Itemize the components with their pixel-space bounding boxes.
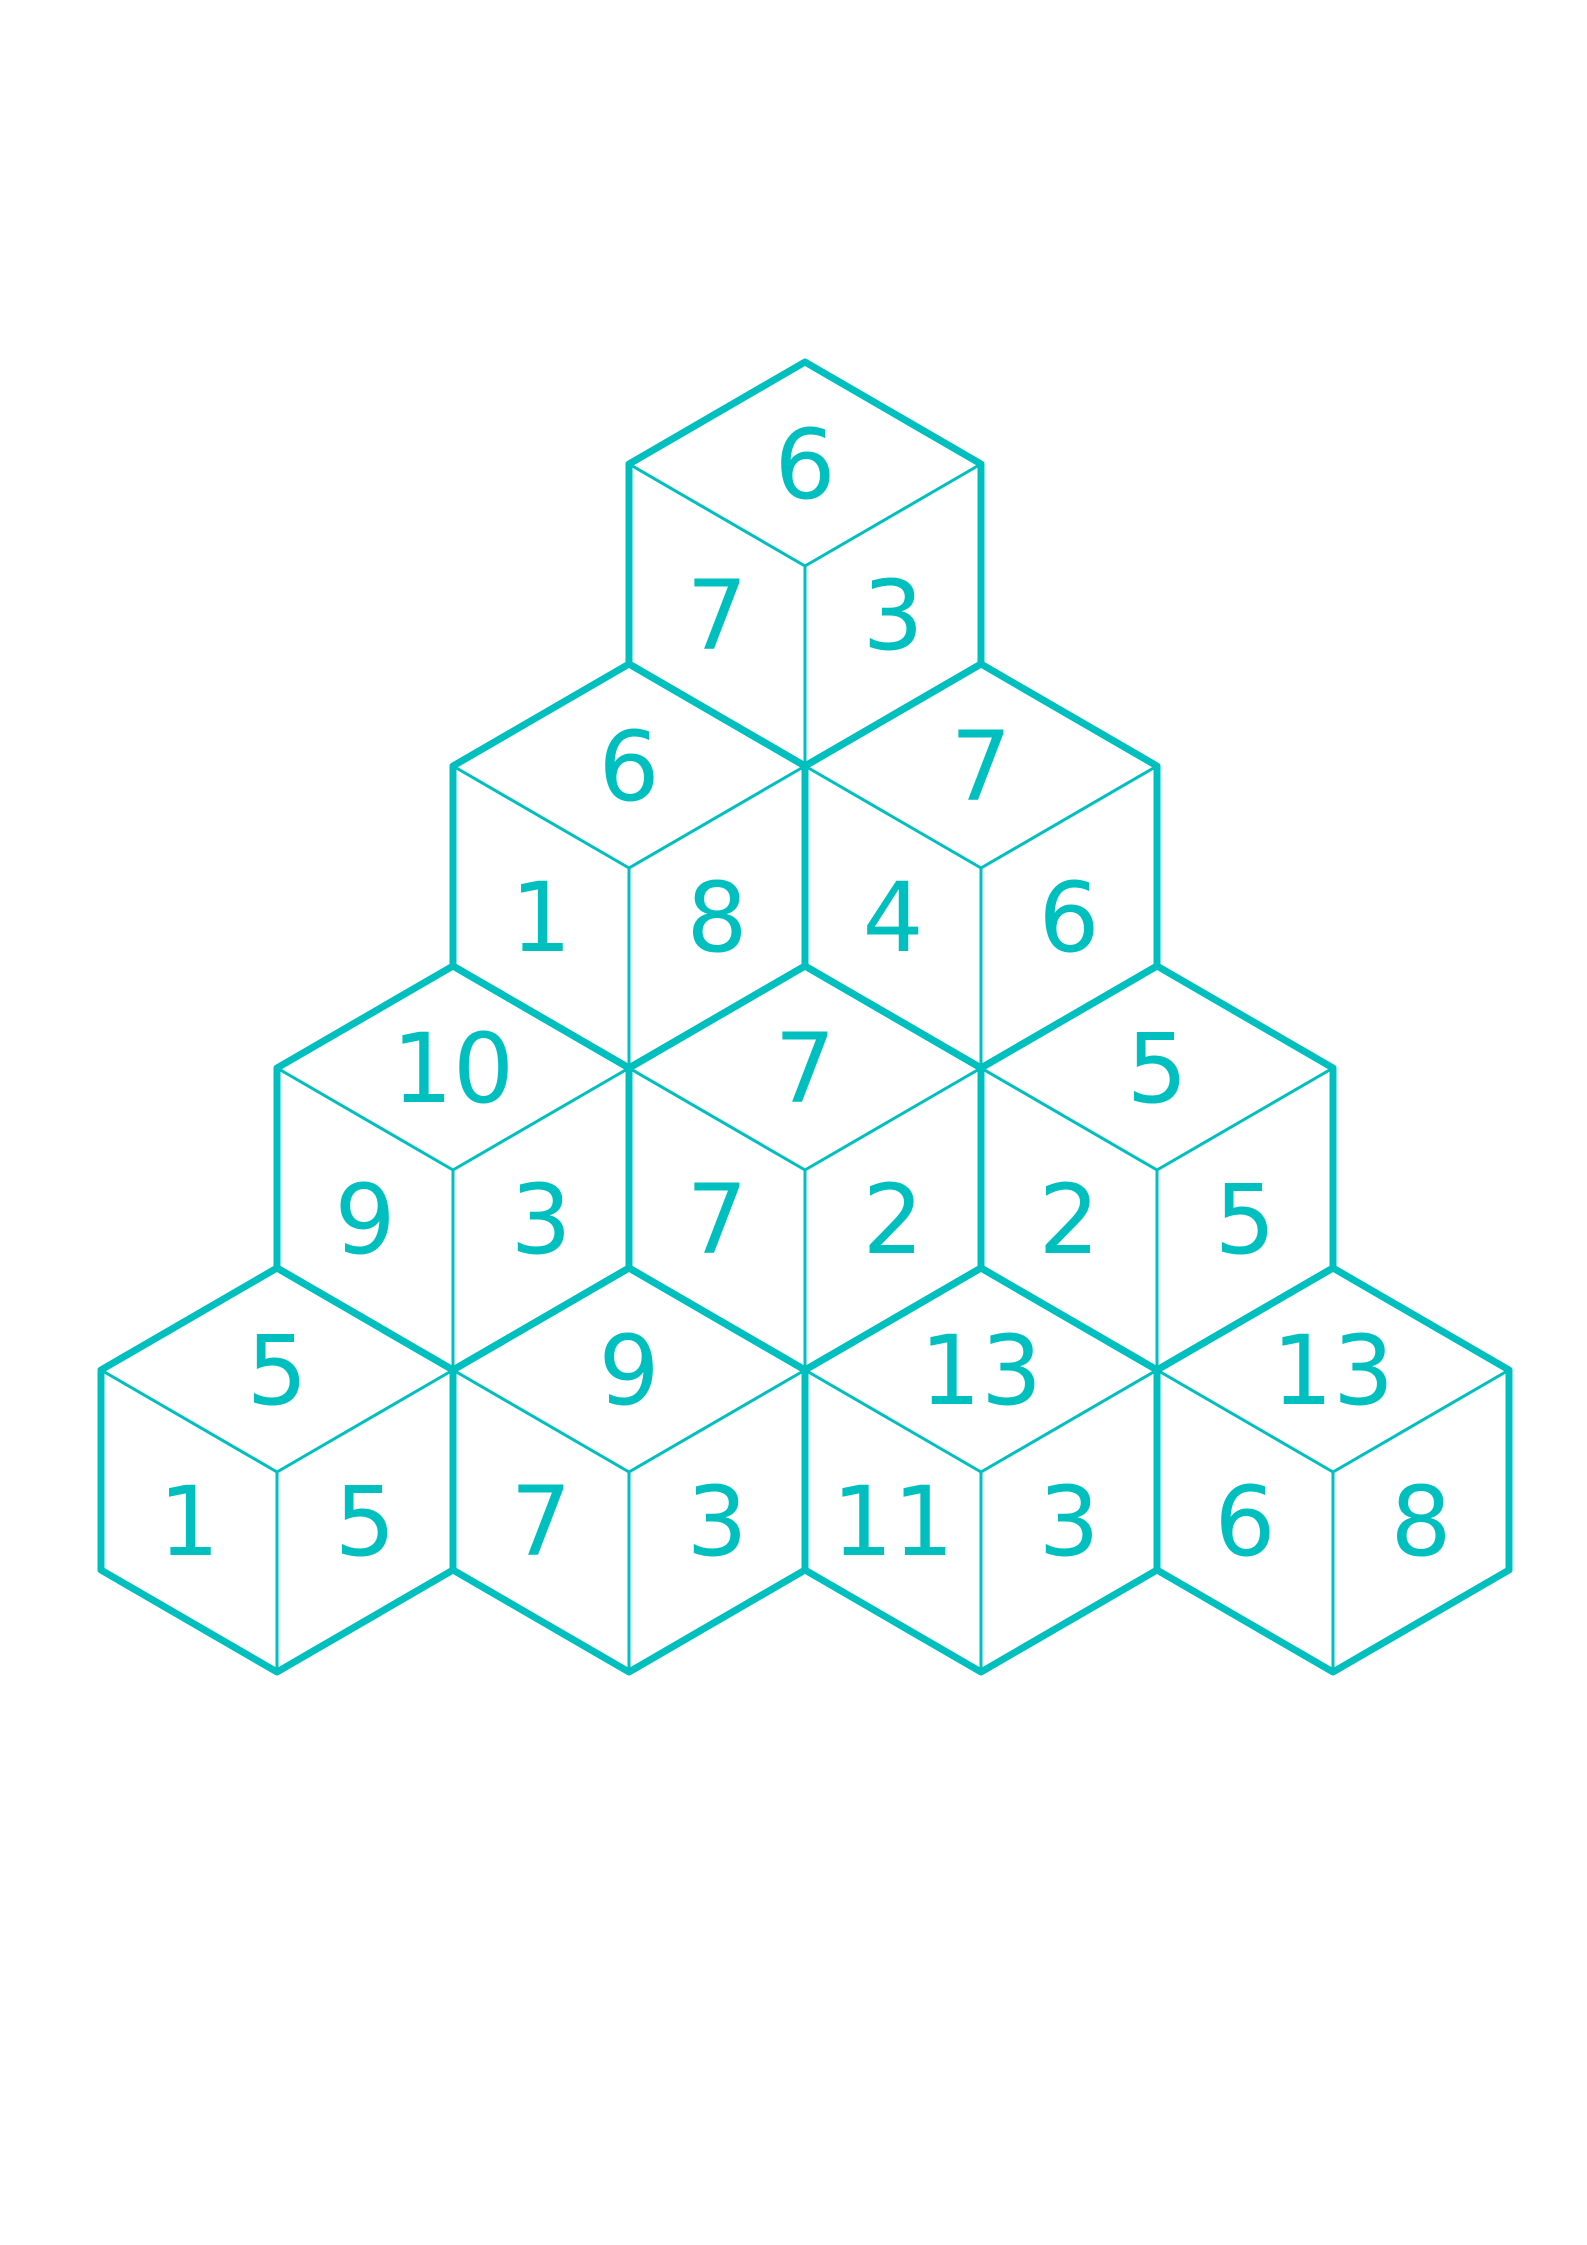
cube-r4-c4: 13 6 8 bbox=[1153, 1264, 1513, 1676]
cube-left-number: 4 bbox=[862, 862, 923, 974]
cube-left-number: 11 bbox=[832, 1466, 954, 1578]
cube-left-number: 1 bbox=[510, 862, 571, 974]
cube-right-number: 5 bbox=[334, 1466, 395, 1578]
cube-r4-c1: 51 5 bbox=[97, 1264, 457, 1676]
cube-left-number: 6 bbox=[1214, 1466, 1275, 1578]
cube-right-number: 8 bbox=[1390, 1466, 1451, 1578]
cube-r3-c1: 10 9 3 bbox=[273, 962, 633, 1374]
cube-left-number: 7 bbox=[510, 1466, 571, 1578]
cube-r3-c3: 52 5 bbox=[977, 962, 1337, 1374]
cube-top-number: 6 bbox=[774, 409, 835, 521]
cube-top-number: 6 bbox=[598, 711, 659, 823]
cube-top-number: 7 bbox=[950, 711, 1011, 823]
cube-right-number: 5 bbox=[1214, 1164, 1275, 1276]
cube-top-number: 5 bbox=[246, 1315, 307, 1427]
cube-right-number: 6 bbox=[1038, 862, 1099, 974]
cube-left-number: 9 bbox=[334, 1164, 395, 1276]
cube-top-number: 9 bbox=[598, 1315, 659, 1427]
cube-top-number: 5 bbox=[1126, 1013, 1187, 1125]
cube-left-number: 1 bbox=[158, 1466, 219, 1578]
cube-r2-c2: 74 6 bbox=[801, 660, 1161, 1072]
cube-top-number: 13 bbox=[1272, 1315, 1394, 1427]
cube-right-number: 8 bbox=[686, 862, 747, 974]
cube-right-number: 3 bbox=[510, 1164, 571, 1276]
cube-right-number: 3 bbox=[1038, 1466, 1099, 1578]
cube-r3-c2: 77 2 bbox=[625, 962, 985, 1374]
cube-right-number: 2 bbox=[862, 1164, 923, 1276]
cube-r4-c3: 13 11 3 bbox=[801, 1264, 1161, 1676]
cube-r2-c1: 61 8 bbox=[449, 660, 809, 1072]
cube-left-number: 7 bbox=[686, 560, 747, 672]
cube-top-number: 7 bbox=[774, 1013, 835, 1125]
cube-top-number: 13 bbox=[920, 1315, 1042, 1427]
cube-left-number: 7 bbox=[686, 1164, 747, 1276]
cube-top-number: 10 bbox=[392, 1013, 514, 1125]
cube-r1-c1: 67 3 bbox=[625, 358, 985, 770]
cube-right-number: 3 bbox=[862, 560, 923, 672]
cube-r4-c2: 97 3 bbox=[449, 1264, 809, 1676]
cube-right-number: 3 bbox=[686, 1466, 747, 1578]
cube-left-number: 2 bbox=[1038, 1164, 1099, 1276]
